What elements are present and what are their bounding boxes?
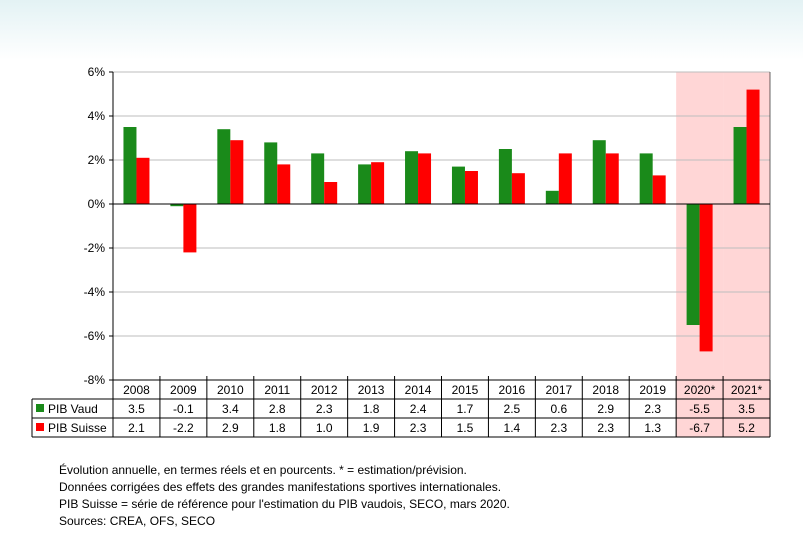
x-tick-label: 2018 [592,383,619,397]
data-label: 2.3 [550,421,567,435]
bar-pib-vaud [733,127,747,204]
y-tick-label: -4% [84,285,106,299]
x-tick-label: 2013 [358,383,385,397]
note-line: Données corrigées des effets des grandes… [59,480,502,494]
x-tick-label: 2008 [123,383,150,397]
bar-pib-suisse [746,89,760,204]
bar-pib-suisse [183,204,197,253]
bar-pib-suisse [511,173,525,204]
bar-pib-vaud [311,153,325,204]
data-label: 1.8 [363,402,380,416]
data-label: 2.4 [410,402,427,416]
x-tick-label: 2021* [731,383,763,397]
x-tick-label: 2009 [170,383,197,397]
x-tick-label: 2015 [452,383,479,397]
bar-pib-vaud [686,204,700,325]
note-line: PIB Suisse = série de référence pour l'e… [59,497,510,511]
y-tick-label: 0% [88,197,106,211]
data-label: -2.2 [173,421,194,435]
y-tick-label: -2% [84,241,106,255]
data-label: 1.7 [457,402,474,416]
bar-pib-suisse [230,140,244,204]
bar-pib-suisse [699,204,713,352]
bar-pib-suisse [324,182,338,204]
bar-pib-vaud [405,151,419,204]
x-tick-label: 2016 [499,383,526,397]
bar-pib-suisse [418,153,432,204]
bar-pib-suisse [605,153,619,204]
y-tick-label: 4% [88,109,106,123]
data-label: 1.3 [644,421,661,435]
bar-pib-vaud [592,140,606,204]
x-tick-label: 2017 [545,383,572,397]
note-line: Sources: CREA, OFS, SECO [59,514,216,528]
y-tick-label: -6% [84,329,106,343]
bar-pib-vaud [358,164,372,204]
data-label: 2.3 [597,421,614,435]
y-tick-label: -8% [84,373,106,387]
data-label: 2.1 [128,421,145,435]
note-line: Évolution annuelle, en termes réels et e… [59,463,467,477]
data-label: -0.1 [173,402,194,416]
x-tick-label: 2011 [264,383,290,397]
bar-pib-vaud [264,142,278,204]
bar-pib-suisse [652,175,666,204]
bar-pib-suisse [558,153,572,204]
data-label: 1.0 [316,421,333,435]
bar-pib-vaud [217,129,231,204]
x-tick-label: 2010 [217,383,244,397]
bar-pib-suisse [136,157,150,204]
data-label: 2.9 [222,421,239,435]
data-label: 3.4 [222,402,239,416]
legend-label: PIB Suisse [48,421,107,435]
data-label: 1.4 [504,421,521,435]
data-label: 5.2 [738,421,755,435]
data-label: 2.5 [504,402,521,416]
legend-label: PIB Vaud [48,402,98,416]
bar-pib-vaud [170,204,184,207]
bar-pib-vaud [639,153,653,204]
data-label: 2.9 [597,402,614,416]
bar-pib-suisse [464,171,478,204]
data-label: 3.5 [738,402,755,416]
x-tick-label: 2019 [639,383,666,397]
data-label: 1.5 [457,421,474,435]
bar-pib-suisse [371,162,385,204]
bar-pib-vaud [451,166,465,204]
data-label: -6.7 [689,421,710,435]
data-label: 2.3 [316,402,333,416]
data-label: 1.9 [363,421,380,435]
chart-notes: Évolution annuelle, en termes réels et e… [59,462,510,530]
y-tick-label: 2% [88,153,106,167]
x-tick-label: 2014 [405,383,432,397]
x-tick-label: 2012 [311,383,338,397]
data-label: 2.3 [410,421,427,435]
data-label: 0.6 [550,402,567,416]
data-label: -5.5 [689,402,710,416]
legend-swatch [36,404,44,412]
bar-pib-vaud [498,149,512,204]
bar-pib-vaud [123,127,137,204]
legend-swatch [36,423,44,431]
data-label: 1.8 [269,421,286,435]
bar-pib-vaud [545,190,559,204]
grid-lines [113,71,770,381]
axes: 6% 4% 2% 0% -2% -4% -6% -8% [84,65,771,387]
x-tick-label: 2020* [684,383,716,397]
data-table: 2008 2009 2010 2011 2012 2013 2014 2015 2016 2017… [31,379,771,438]
data-label: 3.5 [128,402,145,416]
bars [123,89,760,352]
data-label: 2.3 [644,402,661,416]
bar-pib-suisse [277,164,291,204]
data-label: 2.8 [269,402,286,416]
y-tick-label: 6% [88,65,106,79]
